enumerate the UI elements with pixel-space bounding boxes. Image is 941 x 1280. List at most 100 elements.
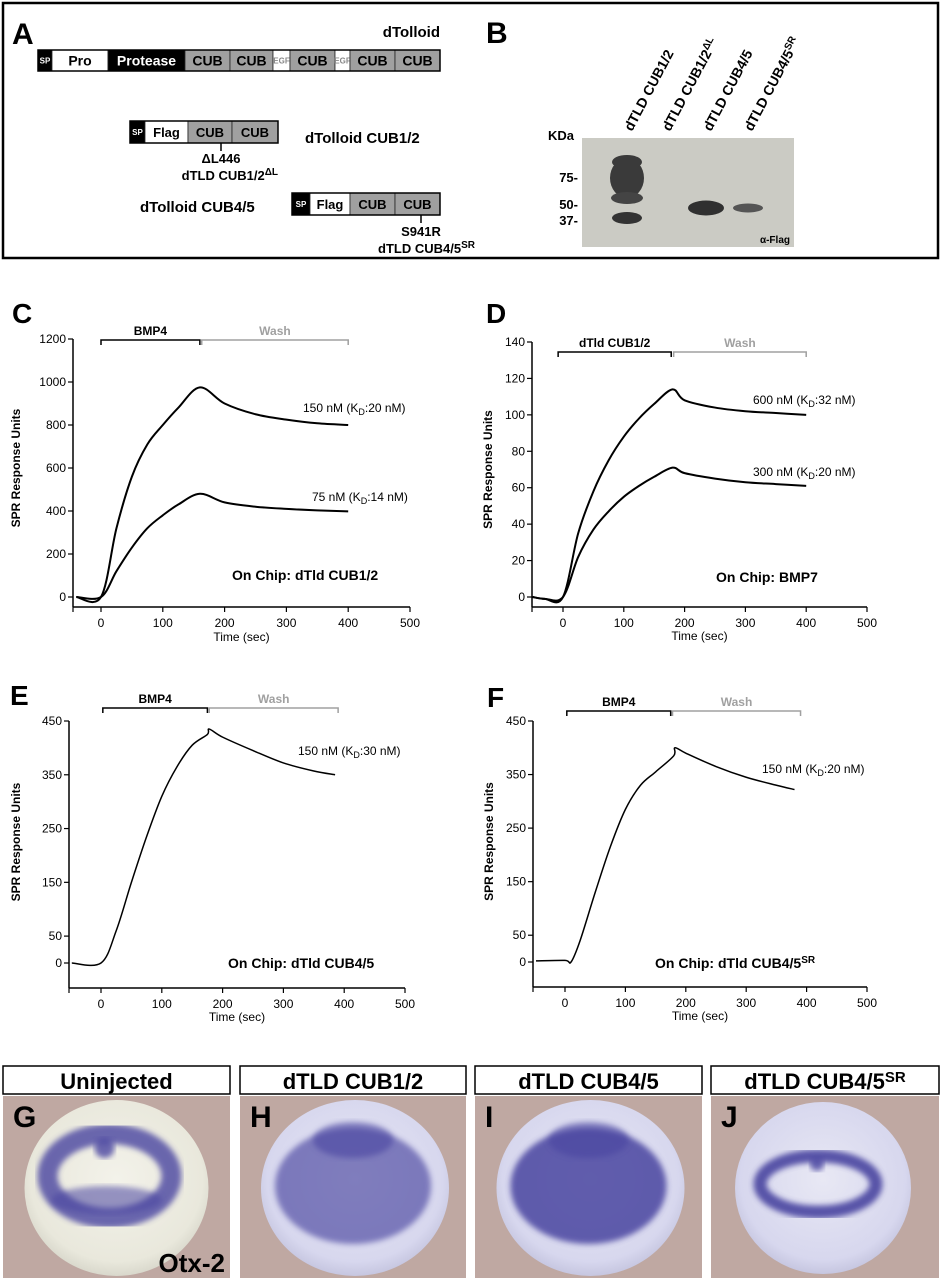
- chip-label: On Chip: dTld CUB1/2: [232, 567, 378, 583]
- x-tick-label: 100: [153, 616, 173, 630]
- kda-label: KDa: [548, 128, 575, 143]
- cub12-mutant-label: dTLD CUB1/2ΔL: [182, 167, 278, 183]
- series-line-1: [532, 466, 807, 602]
- y-tick-label: 100: [505, 408, 525, 422]
- embryo-title-box: [710, 1065, 940, 1095]
- injection-label: BMP4: [138, 692, 172, 706]
- domain-label: Pro: [68, 53, 91, 69]
- y-tick-label: 0: [518, 590, 525, 604]
- wash-label: Wash: [721, 695, 753, 709]
- otx2-expression: [37, 1124, 182, 1228]
- otx2-expression: [313, 1122, 393, 1158]
- embryo-title-box: [239, 1065, 467, 1095]
- injection-bracket: [102, 707, 209, 713]
- x-tick-label: 200: [215, 616, 235, 630]
- x-tick-label: 500: [395, 997, 415, 1011]
- y-tick-label: 450: [506, 714, 526, 728]
- domain-label: CUB: [236, 53, 266, 69]
- series-line-0: [76, 386, 349, 604]
- series-label: 300 nM (KD:20 nM): [753, 465, 856, 481]
- x-tick-label: 500: [857, 616, 877, 630]
- y-tick-label: 150: [42, 875, 62, 889]
- embryo-panel-i: dTLD CUB4/5 I: [474, 1065, 703, 1278]
- panel-a: A dTolloid SP Pro Protease CUB CUB EGF CUB EGF C…: [12, 18, 476, 256]
- y-tick-label: 1200: [39, 332, 66, 346]
- panel-letter-i: I: [485, 1101, 493, 1134]
- otx2-expression: [810, 1157, 824, 1171]
- cub12-mutation: ΔL446: [202, 151, 241, 166]
- domain-cub: CUB: [289, 49, 336, 72]
- panel-letter-j: J: [721, 1101, 738, 1134]
- domain-label: CUB: [192, 53, 222, 69]
- embryo-title: dTLD CUB1/2: [283, 1069, 424, 1094]
- x-tick-label: 200: [213, 997, 233, 1011]
- injection-label: BMP4: [602, 695, 636, 709]
- domain-cub: CUB: [229, 49, 274, 72]
- otx2-expression: [51, 1186, 162, 1214]
- panel-letter-e: E: [10, 680, 29, 711]
- domain-cub: CUB: [187, 120, 233, 144]
- domain-cub: CUB: [184, 49, 231, 72]
- panel-letter-g: G: [13, 1101, 36, 1134]
- otx2-expression: [548, 1122, 629, 1158]
- y-tick-label: 60: [512, 481, 526, 495]
- y-tick-label: 800: [46, 418, 66, 432]
- chip-label: On Chip: dTld CUB4/5: [228, 955, 374, 971]
- x-tick-label: 300: [273, 997, 293, 1011]
- y-tick-label: 450: [42, 714, 62, 728]
- series-label: 150 nM (KD:20 nM): [303, 401, 406, 417]
- antibody-label: α-Flag: [760, 235, 790, 246]
- y-tick-label: 200: [46, 547, 66, 561]
- series-line-0: [535, 747, 795, 964]
- panel-letter-d: D: [486, 298, 506, 329]
- band: [612, 212, 642, 224]
- panel-letter-b: B: [486, 17, 508, 50]
- wash-label: Wash: [259, 324, 291, 338]
- injection-label: dTld CUB1/2: [579, 336, 651, 350]
- blot-bands: [610, 155, 763, 224]
- y-tick-label: 250: [42, 822, 62, 836]
- domain-protease: Protease: [107, 49, 186, 72]
- cub12-construct-bar: SP Flag CUB CUB: [129, 120, 279, 144]
- y-tick-label: 140: [505, 335, 525, 349]
- domain-label: SP: [296, 200, 307, 209]
- band: [610, 158, 644, 198]
- y-tick-label: 1000: [39, 375, 66, 389]
- marker-75: 75-: [559, 170, 578, 185]
- x-axis-label: Time (sec): [213, 630, 269, 644]
- domain-sp: SP: [291, 192, 311, 216]
- x-tick-label: 0: [98, 616, 105, 630]
- domain-cub: CUB: [349, 49, 396, 72]
- x-tick-label: 100: [614, 616, 634, 630]
- wash-label: Wash: [258, 692, 290, 706]
- lane-label: dTLD CUB4/5SR: [741, 34, 804, 133]
- domain-label: EGF: [334, 57, 351, 66]
- wash-label: Wash: [724, 336, 756, 350]
- series-label: 75 nM (KD:14 nM): [312, 490, 408, 506]
- domain-cub: CUB: [349, 192, 396, 216]
- x-tick-label: 500: [400, 616, 420, 630]
- spr-chart-f: 0 100 200 300 400 500 0 50 150 250 350 450 Time (sec…: [482, 695, 877, 1023]
- domain-cub: CUB: [231, 120, 279, 144]
- x-tick-label: 100: [152, 997, 172, 1011]
- y-tick-label: 120: [505, 371, 525, 385]
- y-tick-label: 50: [49, 929, 63, 943]
- domain-label: EGF: [273, 57, 290, 66]
- y-axis-label: SPR Response Units: [482, 782, 496, 901]
- panel-letter-c: C: [12, 298, 32, 329]
- domain-flag: Flag: [144, 120, 189, 144]
- domain-label: SP: [40, 57, 51, 66]
- injection-bracket: [100, 339, 201, 345]
- series-line-0: [71, 728, 336, 967]
- x-tick-label: 500: [857, 996, 877, 1010]
- x-tick-label: 0: [560, 616, 567, 630]
- x-tick-label: 400: [796, 616, 816, 630]
- series-line-0: [532, 388, 807, 604]
- otx2-expression: [510, 1128, 667, 1244]
- otx2-expression: [94, 1138, 115, 1158]
- series-label: 150 nM (KD:20 nM): [762, 762, 865, 778]
- spr-chart-e: 0 100 200 300 400 500 0 50 150 250 350 450 Time (sec…: [9, 692, 415, 1024]
- domain-label: CUB: [241, 125, 269, 140]
- wash-bracket: [208, 707, 339, 713]
